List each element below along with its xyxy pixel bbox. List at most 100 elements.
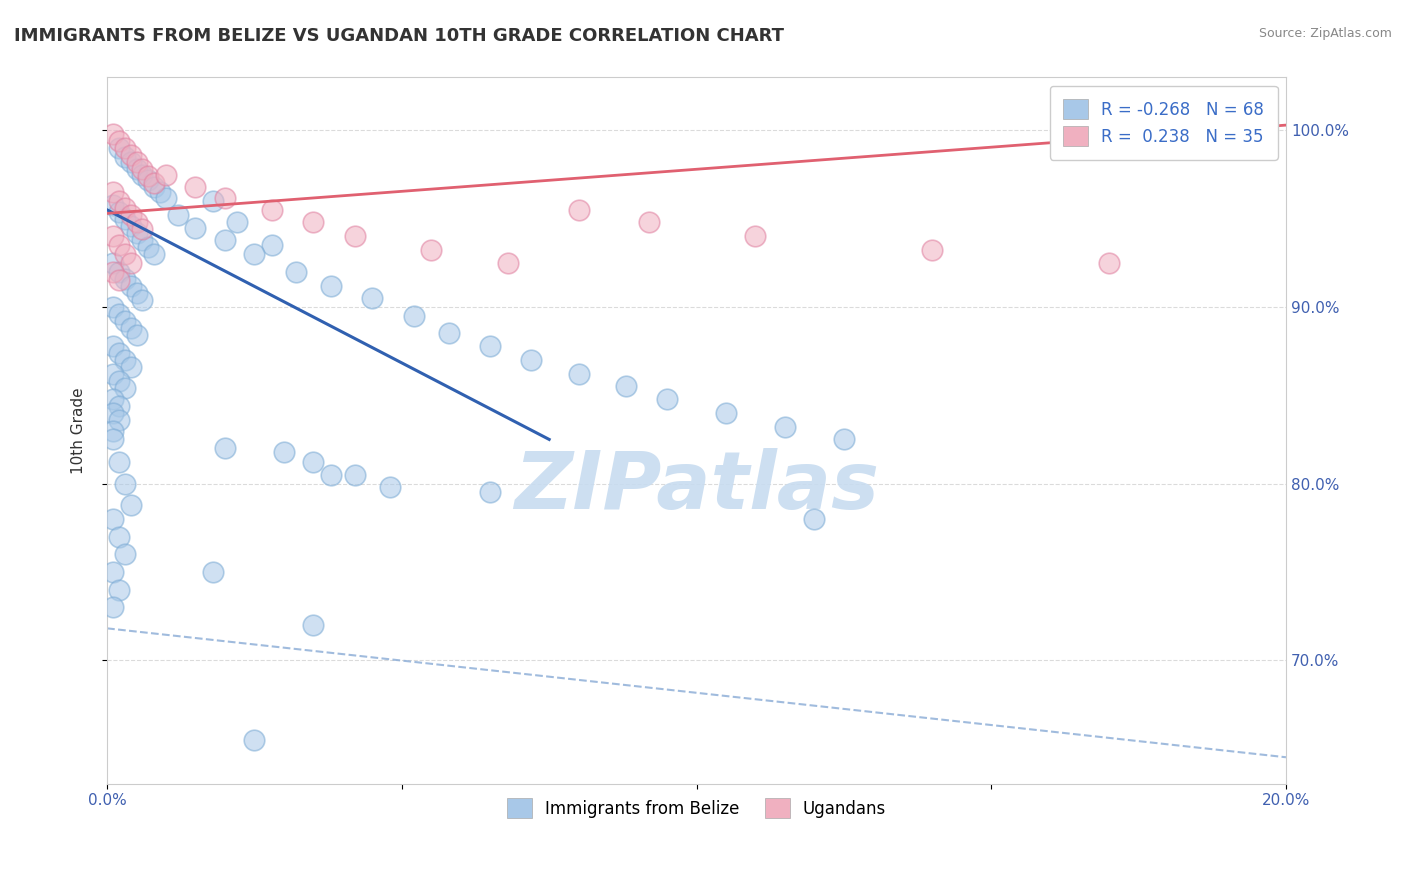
Point xyxy=(655,392,678,406)
Point xyxy=(420,244,443,258)
Point xyxy=(108,265,131,279)
Point xyxy=(101,339,124,353)
Point xyxy=(108,307,131,321)
Point xyxy=(214,190,236,204)
Point xyxy=(614,379,637,393)
Point xyxy=(131,168,153,182)
Point xyxy=(114,547,136,561)
Point xyxy=(155,190,177,204)
Point xyxy=(262,202,284,217)
Point xyxy=(138,240,160,254)
Point xyxy=(479,339,502,353)
Point xyxy=(225,215,247,229)
Point xyxy=(202,565,225,579)
Point xyxy=(243,732,266,747)
Point xyxy=(184,180,207,194)
Point xyxy=(131,222,153,236)
Point xyxy=(138,173,160,187)
Point xyxy=(273,444,295,458)
Point xyxy=(108,374,131,388)
Point xyxy=(120,256,142,270)
Point xyxy=(302,215,325,229)
Point xyxy=(319,467,342,482)
Point xyxy=(108,413,131,427)
Point xyxy=(114,381,136,395)
Text: ZIPatlas: ZIPatlas xyxy=(515,448,879,526)
Point xyxy=(262,238,284,252)
Point xyxy=(143,247,166,261)
Point xyxy=(184,220,207,235)
Point xyxy=(108,455,131,469)
Point xyxy=(114,211,136,226)
Point xyxy=(108,204,131,219)
Point xyxy=(125,162,148,177)
Point xyxy=(120,219,142,233)
Point xyxy=(120,155,142,169)
Point xyxy=(120,359,142,374)
Point xyxy=(101,392,124,406)
Text: Source: ZipAtlas.com: Source: ZipAtlas.com xyxy=(1258,27,1392,40)
Point xyxy=(138,169,160,184)
Point xyxy=(302,455,325,469)
Point xyxy=(125,226,148,240)
Point xyxy=(114,476,136,491)
Point xyxy=(114,141,136,155)
Point xyxy=(101,127,124,141)
Point xyxy=(114,247,136,261)
Point xyxy=(101,300,124,314)
Point xyxy=(120,498,142,512)
Point xyxy=(155,168,177,182)
Point xyxy=(149,185,172,199)
Point xyxy=(319,278,342,293)
Point xyxy=(638,215,661,229)
Point xyxy=(114,353,136,368)
Point xyxy=(125,155,148,169)
Point xyxy=(101,424,124,438)
Point xyxy=(108,529,131,543)
Point xyxy=(437,326,460,341)
Point xyxy=(108,582,131,597)
Point xyxy=(214,442,236,456)
Point xyxy=(108,134,131,148)
Point xyxy=(361,291,384,305)
Point xyxy=(284,265,307,279)
Point xyxy=(243,247,266,261)
Point xyxy=(214,233,236,247)
Point xyxy=(101,433,124,447)
Text: IMMIGRANTS FROM BELIZE VS UGANDAN 10TH GRADE CORRELATION CHART: IMMIGRANTS FROM BELIZE VS UGANDAN 10TH G… xyxy=(14,27,785,45)
Point xyxy=(125,215,148,229)
Point xyxy=(1098,256,1121,270)
Point xyxy=(108,194,131,208)
Point xyxy=(832,433,855,447)
Point xyxy=(302,617,325,632)
Point xyxy=(108,238,131,252)
Point xyxy=(108,141,131,155)
Legend: Immigrants from Belize, Ugandans: Immigrants from Belize, Ugandans xyxy=(501,791,893,825)
Point xyxy=(114,314,136,328)
Point xyxy=(101,256,124,270)
Point xyxy=(101,197,124,211)
Point xyxy=(125,328,148,343)
Point xyxy=(120,148,142,162)
Point xyxy=(378,480,401,494)
Point xyxy=(120,278,142,293)
Point xyxy=(714,406,737,420)
Point xyxy=(101,367,124,381)
Point xyxy=(921,244,943,258)
Point xyxy=(108,399,131,413)
Point xyxy=(402,309,425,323)
Point xyxy=(166,208,188,222)
Point xyxy=(101,512,124,526)
Point xyxy=(125,285,148,300)
Point xyxy=(568,202,591,217)
Point xyxy=(143,177,166,191)
Point xyxy=(101,185,124,199)
Point xyxy=(120,321,142,335)
Point xyxy=(744,229,766,244)
Point xyxy=(114,201,136,215)
Point xyxy=(101,565,124,579)
Point xyxy=(114,150,136,164)
Point xyxy=(568,367,591,381)
Point xyxy=(114,271,136,285)
Point xyxy=(108,273,131,287)
